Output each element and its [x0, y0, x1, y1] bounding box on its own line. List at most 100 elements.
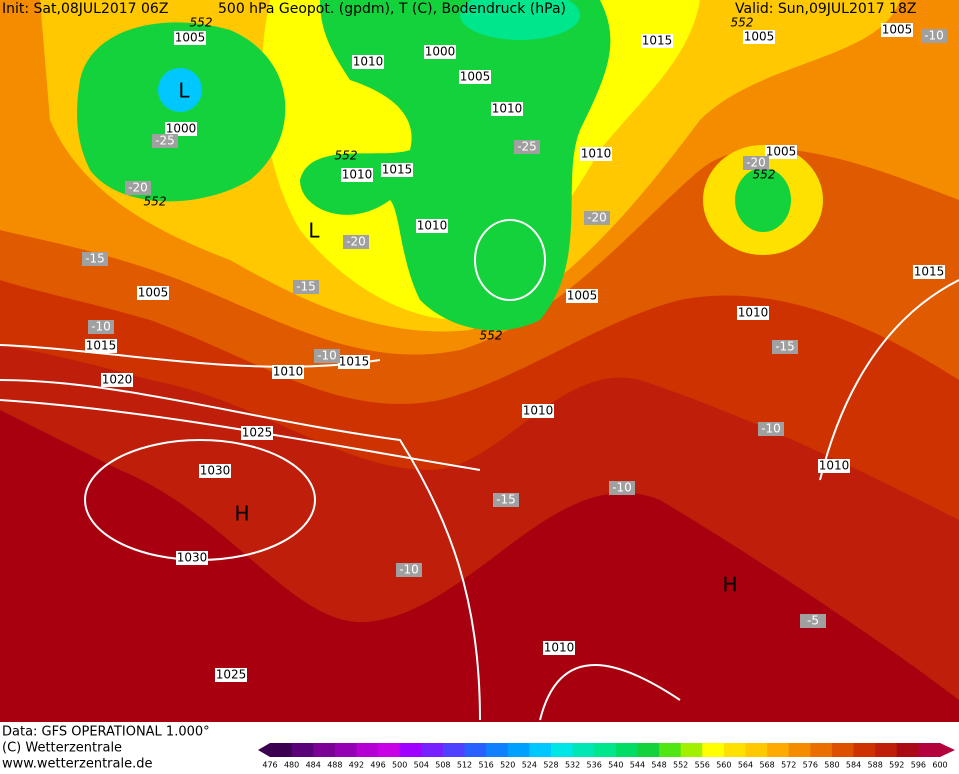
- temperature-label: -15: [775, 340, 795, 354]
- scale-swatch: [313, 743, 336, 757]
- pressure-label: 1010: [353, 55, 384, 69]
- scale-swatch: [918, 743, 941, 757]
- temperature-label-box: [314, 349, 340, 363]
- temperature-label-box: [800, 614, 826, 628]
- isobar: [819, 279, 959, 481]
- scale-label: 516: [478, 761, 493, 770]
- isobars: [0, 219, 959, 721]
- pressure-label-box: [765, 145, 797, 159]
- temperature-label-box: [743, 156, 769, 170]
- pressure-label: 1010: [273, 365, 304, 379]
- scale-swatch: [572, 743, 595, 757]
- scale-label: 580: [824, 761, 839, 770]
- temperature-label-box: [88, 320, 114, 334]
- pressure-label: 1000: [166, 122, 197, 136]
- scale-label: 540: [608, 761, 623, 770]
- temperature-label-box: [584, 211, 610, 225]
- pressure-label-box: [241, 426, 273, 440]
- temperature-label: -25: [517, 140, 537, 154]
- pressure-label-box: [85, 339, 117, 353]
- scale-arrow-right: [940, 743, 955, 757]
- pressure-label: 1010: [819, 459, 850, 473]
- scale-label: 476: [262, 761, 277, 770]
- temperature-label: -15: [496, 493, 516, 507]
- scale-label: 564: [738, 761, 753, 770]
- pressure-label-box: [341, 168, 373, 182]
- scale-swatch: [378, 743, 401, 757]
- zone-lightgreen: [460, 0, 580, 40]
- temperature-label: -15: [85, 252, 105, 266]
- pressure-label: 1010: [544, 641, 575, 655]
- temperature-label: -20: [746, 156, 766, 170]
- scale-label: 588: [868, 761, 883, 770]
- pressure-label: 1015: [86, 339, 117, 353]
- scale-label: 596: [911, 761, 926, 770]
- temperature-label-box: [152, 134, 178, 148]
- pressure-label: 1005: [567, 289, 598, 303]
- temperature-label: -10: [612, 481, 632, 495]
- scale-swatch: [723, 743, 746, 757]
- isobar: [539, 664, 681, 721]
- pressure-label-box: [352, 55, 384, 69]
- pressure-label-box: [424, 45, 456, 59]
- pressure-label-box: [381, 163, 413, 177]
- data-source: Data: GFS OPERATIONAL 1.000°: [2, 725, 210, 740]
- pressure-label-box: [543, 641, 575, 655]
- scale-label: 528: [543, 761, 558, 770]
- pressure-label-box: [215, 668, 247, 682]
- scale-label: 600: [932, 761, 947, 770]
- scale-swatch: [507, 743, 530, 757]
- scale-label: 500: [392, 761, 407, 770]
- scale-swatch: [594, 743, 617, 757]
- temperature-label-box: [396, 563, 422, 577]
- temperature-label: -5: [807, 614, 819, 628]
- pressure-label-box: [199, 464, 231, 478]
- height-label: 552: [190, 16, 213, 30]
- temperature-label-box: [293, 280, 319, 294]
- temperature-label-box: [82, 252, 108, 266]
- scale-swatch: [529, 743, 552, 757]
- pressure-center: H: [722, 573, 737, 597]
- scale-swatch: [442, 743, 466, 757]
- pressure-label-box: [338, 355, 370, 369]
- scale-label: 560: [716, 761, 731, 770]
- pressure-label-box: [881, 23, 913, 37]
- height-label: 552: [335, 149, 358, 163]
- map-title: 500 hPa Geopot. (gpdm), T (C), Bodendruc…: [218, 1, 566, 17]
- zone-green-east: [735, 168, 791, 232]
- scale-label: 496: [370, 761, 385, 770]
- height-label: 552: [731, 16, 754, 30]
- pressure-label-box: [416, 219, 448, 233]
- scale-swatch: [767, 743, 790, 757]
- pressure-label-box: [818, 459, 850, 473]
- temperature-label: -20: [587, 211, 607, 225]
- pressure-label-box: [913, 265, 945, 279]
- scale-swatch: [637, 743, 660, 757]
- pressure-label-box: [566, 289, 598, 303]
- pressure-label: 1025: [242, 426, 273, 440]
- scale-label: 532: [565, 761, 580, 770]
- scale-label: 584: [846, 761, 861, 770]
- temperature-label: -20: [128, 181, 148, 195]
- temperature-label: -10: [399, 563, 419, 577]
- scale-swatch: [270, 743, 293, 757]
- scale-swatch: [399, 743, 422, 757]
- zone-green-north: [300, 0, 611, 331]
- height-label: 552: [753, 168, 776, 182]
- pressure-label-box: [743, 30, 775, 44]
- isobar: [474, 219, 546, 301]
- pressure-label-box: [174, 31, 206, 45]
- pressure-label: 1005: [175, 31, 206, 45]
- zone-blue-low: [158, 68, 202, 112]
- scale-label: 480: [284, 761, 299, 770]
- pressure-label-box: [272, 365, 304, 379]
- scale-swatch: [486, 743, 509, 757]
- scale-label: 548: [651, 761, 666, 770]
- init-time: Init: Sat,08JUL2017 06Z: [2, 1, 168, 17]
- pressure-label: 1010: [492, 102, 523, 116]
- scale-swatch: [680, 743, 703, 757]
- scale-label: 512: [457, 761, 472, 770]
- isobar: [0, 399, 481, 471]
- pressure-label: 1005: [766, 145, 797, 159]
